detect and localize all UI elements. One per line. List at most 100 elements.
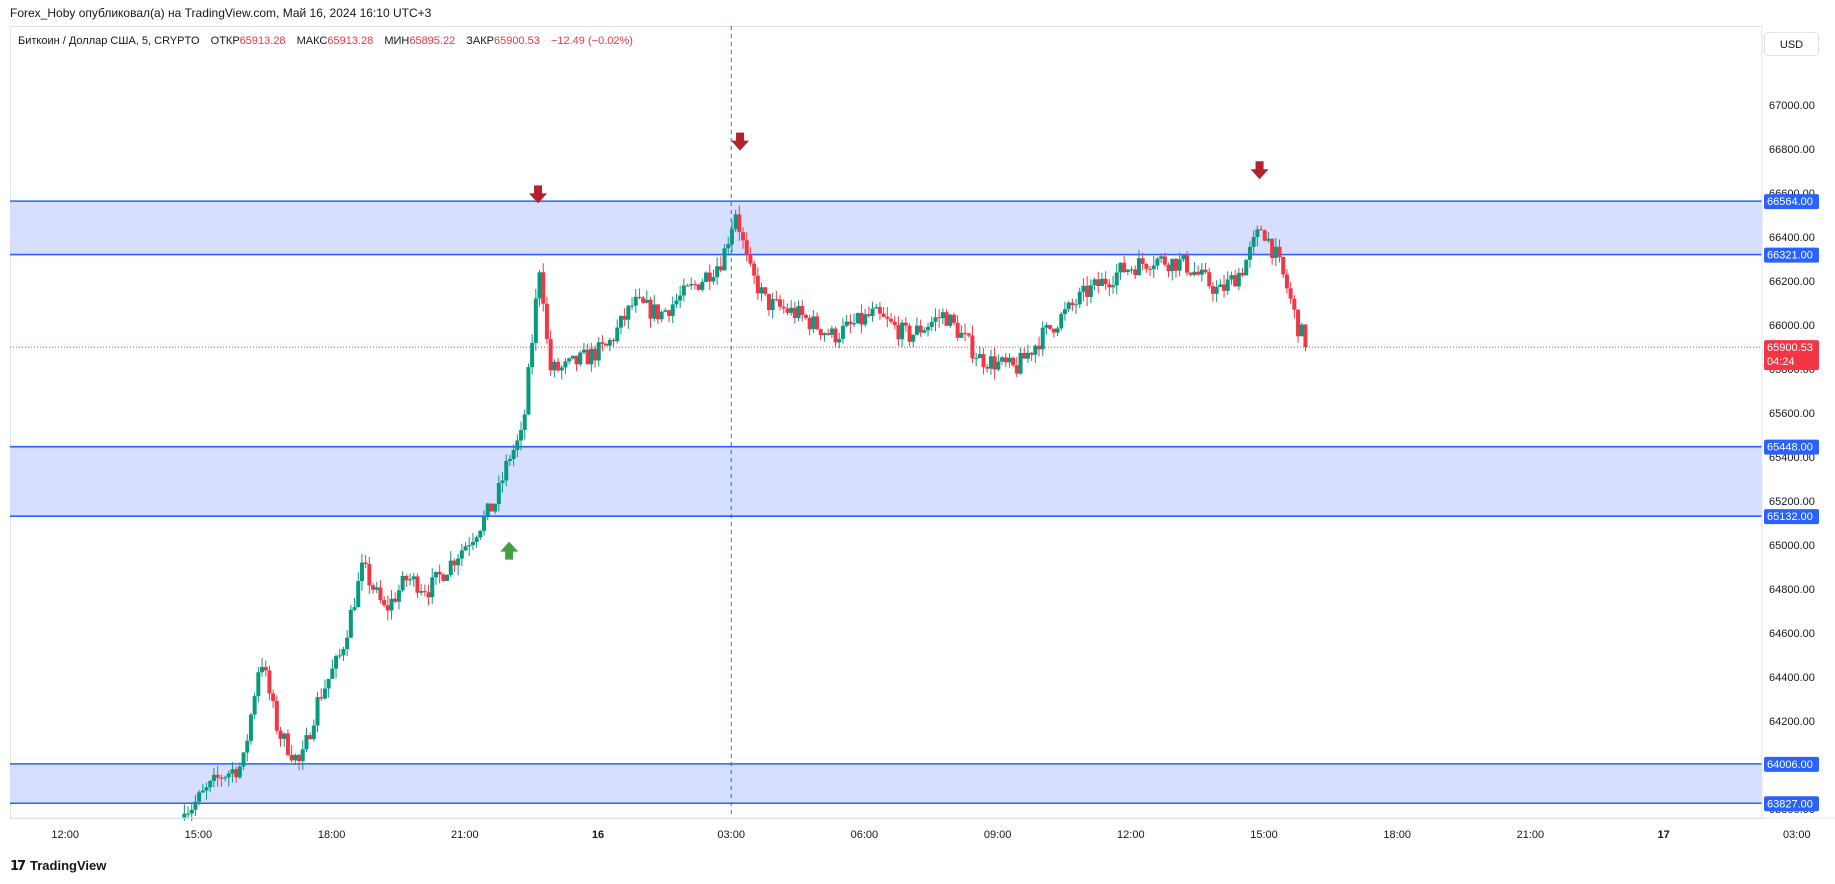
candle-body [959,332,964,338]
x-tick-label: 17 [1657,829,1669,841]
candle-body [855,312,860,324]
candle-body [437,571,442,575]
candle-body [692,284,697,286]
candle-body [1296,309,1301,337]
candle-body [541,272,546,304]
candle-body [988,356,993,369]
candle-body [552,361,557,371]
candle-body [933,317,938,322]
candle-body [689,284,694,286]
candle-body [223,777,228,779]
candle-body [1155,258,1160,266]
candle-body [271,693,276,702]
zone-3[interactable] [10,763,1762,804]
candle-body [700,281,705,290]
current-price-tag [1764,340,1819,371]
candle-body [326,678,331,689]
candle-body [285,733,290,755]
arrow-down-icon [1250,161,1269,180]
candle-body [655,304,660,320]
candle-body [826,333,831,335]
candle-body [1162,256,1167,265]
candle-body [559,367,564,371]
zone-2[interactable] [10,446,1762,517]
candle-body [1040,327,1045,350]
candle-body [1111,285,1116,288]
candle-body [877,307,882,314]
candle-body [289,754,294,761]
price-axis[interactable] [1762,26,1835,818]
candle-body [237,766,242,778]
candle-body [914,325,919,335]
candle-body [759,287,764,294]
candle-body [489,503,494,512]
candle-body [929,321,934,327]
candle-body [807,317,812,330]
candle-body [870,308,875,316]
candle-body [389,598,394,611]
candle-body [463,546,468,551]
candle-body [441,574,446,581]
zone-price-tag [1764,509,1819,525]
candle-body [1277,246,1282,257]
candle-body [482,515,487,531]
candle-body [308,735,313,740]
candle-body [263,666,268,671]
candle-body [667,310,672,316]
candle-body [1099,278,1104,287]
candle-body [478,530,483,538]
y-tick-label: 65600.00 [1769,408,1815,420]
arrow-down-icon [731,132,750,151]
candle-body [1177,259,1182,271]
candle-body [470,541,475,546]
y-tick-label: 65400.00 [1769,452,1815,464]
arrow-down-icon [529,185,548,204]
candle-body [918,325,923,333]
candle-body [881,313,886,317]
candle-body [778,299,783,307]
candle-body [322,688,327,699]
candle-body [1236,272,1241,287]
candle-body [607,340,612,346]
candle-body [445,574,450,581]
zone-1[interactable] [10,201,1762,255]
candle-body [752,263,757,276]
currency-button[interactable]: USD [1764,32,1819,56]
candle-body [1048,325,1053,329]
candle-body [1022,352,1027,359]
open-value: 65913.28 [239,35,286,47]
candle-body [189,809,194,814]
candle-body [456,558,461,566]
candle-body [900,322,905,340]
candle-body [1114,272,1119,286]
candle-body [618,315,623,328]
y-tick-label: 65200.00 [1769,496,1815,508]
candle-body [1214,286,1219,294]
candle-body [396,590,401,602]
candle-body [422,591,427,593]
candle-body [966,333,971,336]
y-tick-label: 66800.00 [1769,144,1815,156]
x-tick-label: 15:00 [185,829,213,841]
candle-body [1088,285,1093,297]
candle-body [859,312,864,325]
candle-body [981,354,986,367]
candle-body [977,354,982,359]
candle-body [903,322,908,326]
y-tick-label: 66000.00 [1769,320,1815,332]
candle-body [951,314,956,323]
current-price-label: 65900.53 [1767,342,1813,354]
candle-body [630,305,635,307]
y-tick-label: 66200.00 [1769,276,1815,288]
candle-body [852,323,857,325]
close-label: ЗАКР [466,35,495,47]
candle-body [515,440,520,450]
candle-body [785,308,790,313]
candle-body [522,414,527,431]
candle-body [204,787,209,791]
candle-body [1166,264,1171,272]
candle-body [715,266,720,278]
candle-body [404,575,409,581]
candle-body [1284,274,1289,289]
